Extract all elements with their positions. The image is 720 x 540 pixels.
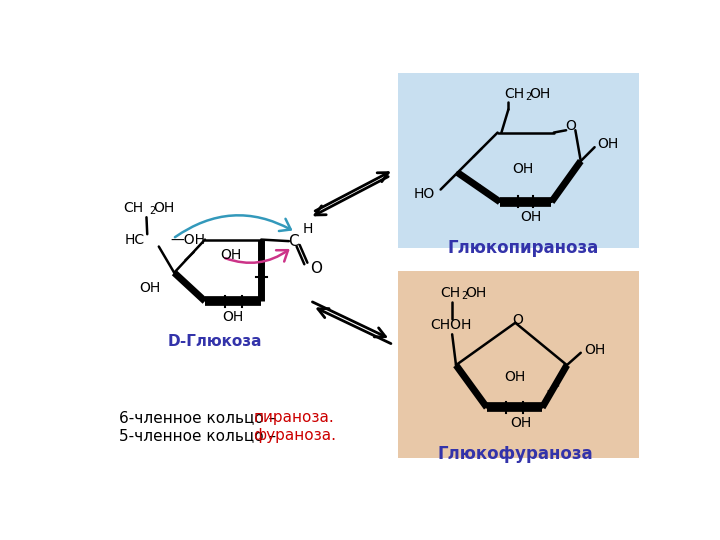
Text: CH: CH bbox=[123, 201, 143, 215]
Text: O: O bbox=[310, 261, 323, 275]
Text: OH: OH bbox=[510, 416, 531, 430]
Text: OH: OH bbox=[220, 248, 242, 262]
Text: OH: OH bbox=[520, 210, 541, 224]
Text: Глюкопираноза: Глюкопираноза bbox=[447, 239, 598, 257]
Bar bbox=[398, 271, 639, 457]
Text: OH: OH bbox=[513, 162, 534, 176]
Text: O: O bbox=[565, 119, 576, 133]
Text: OH: OH bbox=[505, 370, 526, 383]
Text: OH: OH bbox=[139, 281, 161, 295]
Text: HO: HO bbox=[413, 187, 434, 201]
Text: 6-членное кольцо –: 6-членное кольцо – bbox=[119, 410, 281, 425]
Text: CHOH: CHOH bbox=[430, 318, 472, 332]
Text: OH: OH bbox=[153, 201, 175, 215]
Text: —OH: —OH bbox=[171, 233, 205, 247]
FancyArrowPatch shape bbox=[225, 250, 288, 263]
Text: 2: 2 bbox=[526, 92, 531, 102]
Text: D-Глюкоза: D-Глюкоза bbox=[168, 334, 262, 349]
Text: OH: OH bbox=[465, 286, 487, 300]
Text: OH: OH bbox=[598, 137, 619, 151]
Bar bbox=[398, 72, 639, 248]
Text: HC: HC bbox=[125, 233, 145, 247]
FancyArrowPatch shape bbox=[175, 215, 291, 237]
Text: C: C bbox=[288, 234, 299, 248]
Text: H: H bbox=[303, 222, 313, 236]
Text: OH: OH bbox=[584, 343, 605, 357]
Text: CH: CH bbox=[505, 87, 525, 101]
Text: CH: CH bbox=[441, 286, 461, 300]
Text: O: O bbox=[512, 313, 523, 327]
Text: 2: 2 bbox=[462, 291, 468, 301]
Text: OH: OH bbox=[222, 309, 243, 323]
Text: фураноза.: фураноза. bbox=[253, 428, 336, 443]
Text: 5-членное кольцо –: 5-членное кольцо – bbox=[119, 428, 281, 443]
Text: Глюкофураноза: Глюкофураноза bbox=[438, 444, 593, 463]
Text: 2: 2 bbox=[150, 206, 156, 216]
Text: пираноза.: пираноза. bbox=[253, 410, 334, 425]
Text: OH: OH bbox=[529, 87, 550, 101]
